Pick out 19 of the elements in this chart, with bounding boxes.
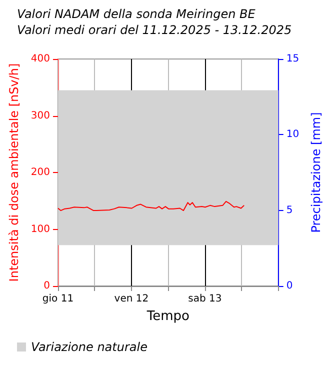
x-tick-label: gio 11: [42, 294, 74, 304]
y2-axis-title: Precipitazione [mm]: [309, 112, 323, 233]
y2-tick-label: 0: [286, 280, 293, 292]
chart-subtitle: Valori medi orari del 11.12.2025 - 13.12.2025: [17, 23, 292, 37]
y-axis-title: Intensità di dose ambientale [nSv/h]: [7, 63, 21, 282]
chart-title: Valori NADAM della sonda Meiringen BE: [17, 7, 256, 21]
legend-label: Variazione naturale: [31, 340, 148, 354]
line-series: [57, 200, 245, 212]
x-axis-title: Tempo: [146, 309, 190, 324]
y-tick-label: 300: [30, 110, 50, 122]
y-tick-label: 200: [30, 167, 50, 178]
y2-tick-label: 5: [286, 204, 293, 216]
y-tick-label: 0: [44, 280, 50, 292]
y2-tick-label: 15: [286, 54, 300, 64]
y-tick-label: 400: [30, 54, 50, 64]
x-tick-label: sab 13: [188, 294, 222, 304]
y2-tick-label: 10: [286, 129, 300, 140]
x-tick-label: ven 12: [114, 294, 149, 304]
y-tick-label: 100: [30, 224, 50, 235]
